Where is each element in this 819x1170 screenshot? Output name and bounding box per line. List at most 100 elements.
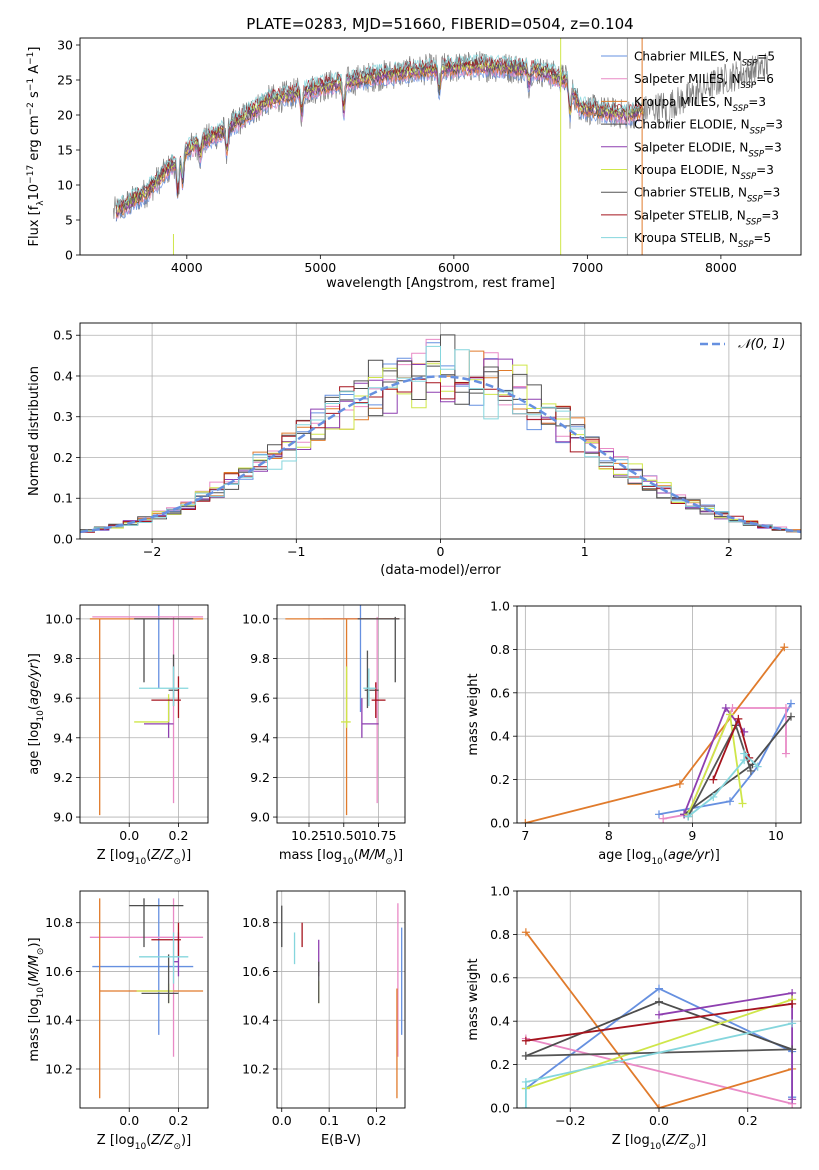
legend-text: =3 (748, 95, 766, 109)
weight-marker (521, 928, 530, 937)
y-tick-label: 1.0 (490, 599, 510, 614)
y-tick-label: 30 (57, 38, 73, 53)
legend-subscript: SSP (746, 217, 762, 227)
label-part: )] (181, 848, 191, 863)
legend-label: Chabrier STELIB, NSSP=3 (634, 186, 780, 205)
label-part: 10 (342, 857, 354, 867)
label-part: Z/Z (665, 1133, 689, 1148)
legend-subscript: SSP (748, 149, 764, 159)
x-axis-label: Z [log10(Z/Z⊙)] (612, 1133, 706, 1152)
x-axis-label: mass [log10(M/M⊙)] (279, 848, 403, 867)
legend-label: Kroupa STELIB, NSSP=5 (634, 231, 771, 250)
x-axis-label: Z [log10(Z/Z⊙)] (97, 1133, 191, 1152)
legend-text: Chabrier ELODIE, N (634, 118, 750, 132)
errorbar-point (129, 898, 184, 948)
errorbar-point (361, 698, 379, 738)
label-part: Z/Z (150, 1133, 174, 1148)
legend-text: Chabrier MILES, N (634, 50, 742, 64)
label-part: log (115, 1133, 135, 1148)
x-tick-label: 0.0 (272, 1113, 292, 1128)
x-tick-label: 5000 (304, 260, 336, 275)
figure-title: PLATE=0283, MJD=51660, FIBERID=0504, z=0… (246, 15, 633, 33)
model-spectrum (115, 53, 644, 208)
errorbar-point (92, 898, 194, 1035)
label-part: ] (27, 47, 42, 52)
x-tick-label: 0.2 (169, 828, 189, 843)
weight-marker (728, 703, 737, 712)
plot-area-mass_vs_ebv (281, 903, 403, 1099)
label-part: log (27, 998, 42, 1018)
x-tick-label: 0.2 (738, 1113, 758, 1128)
x-tick-label: 6000 (438, 260, 470, 275)
y-tick-label: 0.5 (53, 328, 73, 343)
errorbar-point (89, 898, 204, 1057)
legend-text: Kroupa MILES, N (634, 95, 733, 109)
weight-marker (788, 1045, 797, 1054)
x-tick-label: 0.0 (119, 1113, 139, 1128)
model-spectrum (115, 56, 644, 209)
legend-text: =3 (763, 186, 781, 200)
label-part: age [ (27, 741, 42, 774)
label-part: ⊙ (688, 1142, 696, 1152)
legend-text: =3 (761, 208, 779, 222)
x-tick-label: 1 (581, 544, 589, 559)
label-part: ⊙ (385, 857, 393, 867)
legend-text: =5 (754, 231, 772, 245)
label-part: age [ (598, 848, 631, 863)
weight-series-line (658, 703, 792, 816)
label-part: )] (27, 653, 42, 663)
x-axis-label: wavelength [Angstrom, rest frame] (326, 276, 555, 291)
panel-residuals: −2 −1 0 1 2 0.0 0.1 0.2 0.3 0.4 0.5 (data-model)/er… (27, 322, 802, 578)
x-tick-label: 8 (605, 828, 613, 843)
weight-marker (740, 749, 749, 758)
y-tick-label: 20 (57, 108, 73, 123)
legend-subscript: SSP (747, 195, 763, 205)
y-tick-label: 0.1 (53, 491, 73, 506)
label-part: )] (696, 1133, 706, 1148)
errorbar-point (158, 605, 169, 689)
y-tick-label: 9.8 (53, 651, 73, 666)
label-part: )] (393, 848, 403, 863)
legend-text: Salpeter MILES, N (634, 72, 741, 86)
label-part: age/yr (668, 848, 711, 863)
y-axis-label: mass weight (466, 673, 481, 755)
y-tick-label: 10.6 (45, 964, 73, 979)
legend-text: =5 (757, 50, 775, 64)
y-tick-label: 9.4 (53, 730, 73, 745)
errorbar-point (89, 618, 204, 816)
gaussian-curve (80, 375, 801, 534)
errorbar-point (363, 668, 376, 707)
weight-series-line (525, 998, 793, 1090)
errorbar-point (357, 616, 400, 683)
weight-series-line (683, 706, 745, 815)
legend-subscript: SSP (742, 59, 758, 69)
panel-mass_vs_Z: 0.0 0.210.210.410.610.8Z [log10(Z/Z⊙)]mas… (27, 890, 209, 1152)
x-tick-label: 9 (688, 828, 696, 843)
y-tick-label: 9.2 (53, 770, 73, 785)
weight-marker (734, 714, 743, 723)
label-part: )] (27, 937, 42, 947)
legend-subscript: SSP (741, 172, 757, 182)
label-part: 10 (651, 857, 663, 867)
y-tick-label: 0.0 (490, 816, 510, 831)
label-part: Z [ (97, 1133, 115, 1148)
label-part: −2 (26, 102, 36, 115)
legend-label: Salpeter STELIB, NSSP=3 (634, 208, 779, 227)
y-tick-label: 25 (57, 73, 73, 88)
y-tick-label: 0.4 (53, 368, 73, 383)
legend-text: Kroupa STELIB, N (634, 231, 738, 245)
panel-spectrum: 4000 5000 6000 7000 8000 0 5 10 15 20 25 30 waveleng… (26, 38, 802, 291)
label-part: age/yr (27, 662, 42, 705)
y-tick-label: 0.2 (490, 1057, 510, 1072)
weight-marker (781, 749, 790, 758)
weight-marker (659, 814, 668, 823)
x-axis-label: (data-model)/error (380, 563, 501, 578)
errorbar-point (151, 676, 181, 718)
y-tick-label: 9.4 (250, 730, 270, 745)
y-tick-label: 10.4 (45, 1013, 73, 1028)
errorbar-point (309, 616, 400, 804)
label-part: −1 (26, 52, 36, 65)
y-tick-label: 0 (65, 248, 73, 263)
weight-marker (753, 762, 762, 771)
panel-age_vs_Z: 0.0 0.29.09.29.49.69.810.0Z [log10(Z/Z⊙)]… (27, 604, 209, 867)
